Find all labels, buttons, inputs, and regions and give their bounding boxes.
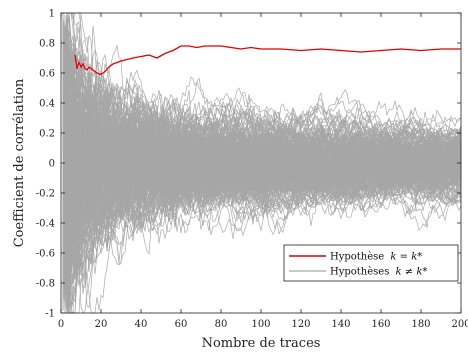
trace-wrong-key-245	[62, 82, 462, 249]
legend-label-correct-key: Hypothèse k = k*	[330, 252, 422, 263]
y-tick-label: -0.8	[36, 279, 55, 290]
y-tick-label: 0.8	[39, 39, 55, 50]
trace-wrong-key-246	[62, 63, 462, 243]
legend-label-wrong-keys: Hypothèses k ≠ k*	[330, 267, 427, 278]
hypothesis-correct-key-series	[74, 45, 461, 76]
x-tick-label: 80	[215, 319, 228, 330]
trace-wrong-key-244	[62, 64, 462, 296]
trace-wrong-key-209	[62, 63, 462, 227]
y-tick-label: 0.4	[39, 99, 55, 110]
trace-wrong-key-243	[62, 84, 462, 229]
x-tick-label: 200	[451, 319, 468, 330]
y-tick-label: -1	[45, 309, 55, 320]
x-ticks: 0 20 40 60 80 100 120 140 160 180 200	[58, 13, 468, 330]
y-axis-label: Coefficient de corrélation	[12, 78, 27, 247]
y-tick-label: 0.6	[39, 69, 55, 80]
x-tick-label: 180	[411, 319, 430, 330]
trace-wrong-key-248	[62, 28, 462, 314]
trace-wrong-key-225	[62, 73, 462, 273]
x-tick-label: 60	[175, 319, 188, 330]
trace-correct-key	[74, 45, 461, 76]
y-tick-label: -0.2	[36, 189, 55, 200]
legend-label-wrong-keys-word: Hypothèses	[330, 267, 389, 278]
trace-wrong-key-224	[62, 81, 462, 270]
trace-wrong-key-251	[62, 86, 462, 236]
trace-wrong-key-254	[62, 34, 462, 233]
x-tick-label: 120	[291, 319, 310, 330]
y-ticks: -1 -0.8 -0.6 -0.4 -0.2 0 0.2 0.4 0.6 0.8 1	[36, 9, 461, 320]
trace-wrong-key-253	[62, 99, 462, 240]
y-tick-label: -0.6	[36, 249, 55, 260]
legend-label-wrong-keys-math: k ≠ k*	[396, 267, 428, 278]
x-tick-label: 20	[95, 319, 108, 330]
hypotheses-wrong-key-series	[62, 12, 462, 314]
x-tick-label: 100	[251, 319, 270, 330]
y-tick-label: 1	[49, 9, 55, 20]
y-tick-label: 0.2	[39, 129, 55, 140]
x-axis-label: Nombre de traces	[202, 336, 321, 351]
legend-box	[283, 244, 459, 282]
y-tick-label: -0.4	[36, 219, 55, 230]
x-tick-label: 140	[331, 319, 350, 330]
legend-label-correct-key-math: k = k*	[390, 252, 422, 263]
x-tick-label: 0	[58, 319, 64, 330]
legend-label-correct-key-word: Hypothèse	[330, 252, 384, 263]
x-tick-label: 160	[371, 319, 390, 330]
trace-wrong-key-247	[62, 26, 462, 311]
y-tick-label: 0	[49, 159, 55, 170]
legend: Hypothèse k = k* Hypothèses k ≠ k*	[283, 244, 459, 282]
x-tick-label: 40	[135, 319, 148, 330]
